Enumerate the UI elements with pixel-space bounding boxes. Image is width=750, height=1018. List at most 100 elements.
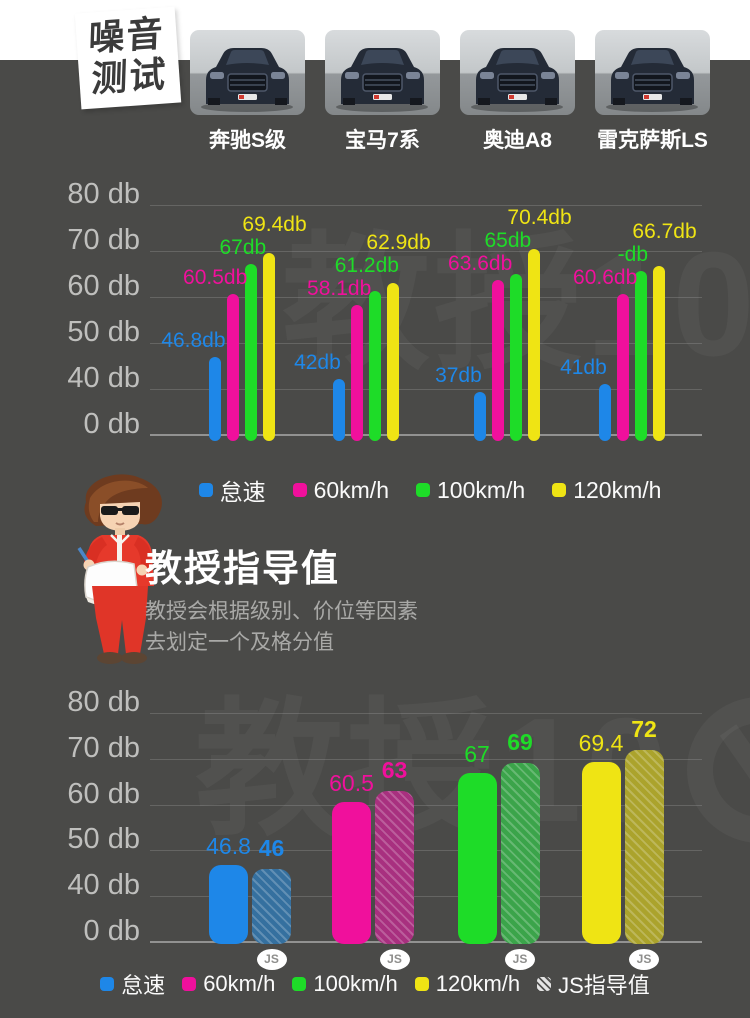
car-photo [325, 30, 440, 115]
guide-ytick-50: 50 db [67, 823, 140, 856]
legend-swatch-icon [292, 483, 307, 497]
legend-hatch-swatch-icon [537, 977, 552, 991]
noise-bar-120km/h-宝马7系 [386, 283, 399, 441]
js-badge-60km/h: JS [379, 949, 410, 970]
legend-label: 100km/h [437, 476, 526, 503]
noise-bar-value-60km/h-雷克萨斯LS: 60.6db [573, 265, 638, 289]
noise-bar-value-怠速-宝马7系: 42db [294, 351, 341, 375]
js-badge-120km/h: JS [629, 949, 659, 970]
noise-bar-value-60km/h-宝马7系: 58.1db [307, 277, 372, 301]
noise-bar-120km/h-奔驰S级 [262, 253, 275, 441]
noise-bar-120km/h-雷克萨斯LS [652, 265, 665, 441]
section-description-line1: 教授会根据级别、价位等因素 [145, 600, 418, 623]
noise-bar-120km/h-奥迪A8 [527, 248, 540, 441]
legend-item-100km/h: 100km/h [416, 477, 525, 504]
guide-gridline-80 [150, 713, 702, 714]
legend-item-100km/h: 100km/h [292, 971, 398, 997]
car-label: 雷克萨斯LS [597, 129, 708, 152]
legend-label: 怠速 [121, 973, 166, 998]
noise-gridline-0 [150, 433, 702, 436]
guide-value-measured-怠速: 46.8 [206, 833, 251, 860]
guide-ytick-80: 80 db [67, 686, 140, 718]
noise-bar-value-怠速-奔驰S级: 46.8db [161, 329, 226, 353]
legend-swatch-icon [414, 977, 429, 991]
guide-value-js-100km/h: 69 [507, 729, 533, 756]
legend-label: 60km/h [313, 476, 389, 503]
section-description: 教授会根据级别、价位等因素 去划定一个及格分值 [145, 596, 418, 658]
legend-item-怠速: 怠速 [100, 968, 165, 1000]
guide-gridline-0 [150, 941, 702, 943]
noise-ytick-0: 0 db [83, 407, 140, 440]
js-badge-100km/h: JS [505, 949, 535, 970]
guide-value-js-怠速: 46 [258, 834, 285, 861]
noise-bar-value-60km/h-奥迪A8: 63.6db [448, 251, 513, 275]
guide-gridline-40 [150, 896, 702, 898]
noise-bar-value-120km/h-宝马7系: 62.9db [366, 231, 431, 255]
guide-gridline-60 [150, 804, 702, 806]
noise-ytick-60: 60 db [67, 269, 140, 302]
noise-bar-value-60km/h-奔驰S级: 60.5db [183, 266, 248, 290]
noise-bar-value-100km/h-奥迪A8: 65db [484, 228, 532, 252]
noise-bar-60km/h-宝马7系 [351, 305, 364, 441]
legend-item-怠速: 怠速 [198, 473, 266, 507]
noise-bar-value-100km/h-雷克萨斯LS: -db [617, 242, 649, 266]
noise-bar-怠速-奔驰S级 [209, 357, 222, 441]
guide-ytick-0: 0 db [83, 915, 140, 947]
legend-swatch-icon [552, 483, 567, 497]
car-item-audi: 奥迪A8 [460, 30, 575, 154]
car-front-icon [471, 48, 563, 112]
legend-label: JS指导值 [558, 973, 650, 998]
guide-gridline-50 [150, 850, 702, 852]
guide-bar-measured-120km/h [581, 761, 621, 944]
car-front-icon [606, 48, 698, 112]
js-badge-怠速: JS [256, 949, 287, 970]
car-front-icon [336, 48, 428, 112]
guide-bar-measured-怠速 [209, 865, 248, 944]
noise-bar-怠速-奥迪A8 [474, 391, 487, 441]
legend-swatch-icon [416, 483, 430, 497]
guide-value-js-120km/h: 72 [631, 715, 657, 742]
guide-bar-js-100km/h [500, 763, 540, 944]
noise-chart-legend: 怠速 60km/h 100km/h 120km/h [150, 473, 710, 507]
legend-item-120km/h: 120km/h [414, 971, 521, 997]
car-label: 奔驰S级 [208, 129, 286, 152]
noise-gridline-60 [150, 296, 702, 298]
noise-bar-60km/h-奔驰S级 [227, 294, 240, 441]
car-photo [190, 30, 305, 115]
legend-label: 100km/h [313, 971, 398, 996]
guide-bar-js-60km/h [375, 790, 414, 944]
car-label: 奥迪A8 [483, 129, 552, 152]
guide-bar-js-120km/h [624, 749, 664, 944]
guide-gridline-70 [150, 758, 702, 760]
noise-bar-value-100km/h-宝马7系: 61.2db [334, 254, 399, 278]
noise-gridline-70 [150, 250, 702, 252]
noise-ytick-40: 40 db [67, 361, 140, 394]
noise-gridline-40 [150, 388, 702, 390]
guide-bar-js-怠速 [252, 868, 291, 944]
legend-label: 120km/h [435, 971, 521, 996]
guide-value-js-60km/h: 63 [381, 756, 408, 783]
noise-bar-value-120km/h-奔驰S级: 69.4db [242, 213, 307, 237]
noise-ytick-80: 80 db [67, 177, 140, 210]
guide-chart-legend: 怠速 60km/h 100km/h 120km/h JS指导值 [30, 968, 720, 1000]
guide-ytick-70: 70 db [67, 731, 140, 764]
professor-icon [77, 474, 162, 664]
noise-bar-value-怠速-雷克萨斯LS: 41db [560, 355, 607, 379]
noise-gridline-50 [150, 342, 702, 344]
car-front-icon [201, 48, 293, 112]
guide-ytick-60: 60 db [67, 777, 140, 810]
noise-bar-value-100km/h-奔驰S级: 67db [219, 236, 267, 260]
legend-label: 怠速 [219, 479, 266, 505]
noise-bar-100km/h-雷克萨斯LS [634, 270, 647, 441]
legend-swatch-icon [198, 483, 213, 497]
guide-value-measured-100km/h: 67 [464, 740, 490, 767]
noise-bar-60km/h-雷克萨斯LS [617, 293, 630, 441]
section-description-line2: 去划定一个及格分值 [145, 631, 334, 654]
legend-label: 60km/h [203, 971, 276, 996]
car-item-benz: 奔驰S级 [190, 30, 305, 154]
legend-item-60km/h: 60km/h [182, 971, 275, 997]
noise-bar-怠速-宝马7系 [333, 379, 346, 441]
